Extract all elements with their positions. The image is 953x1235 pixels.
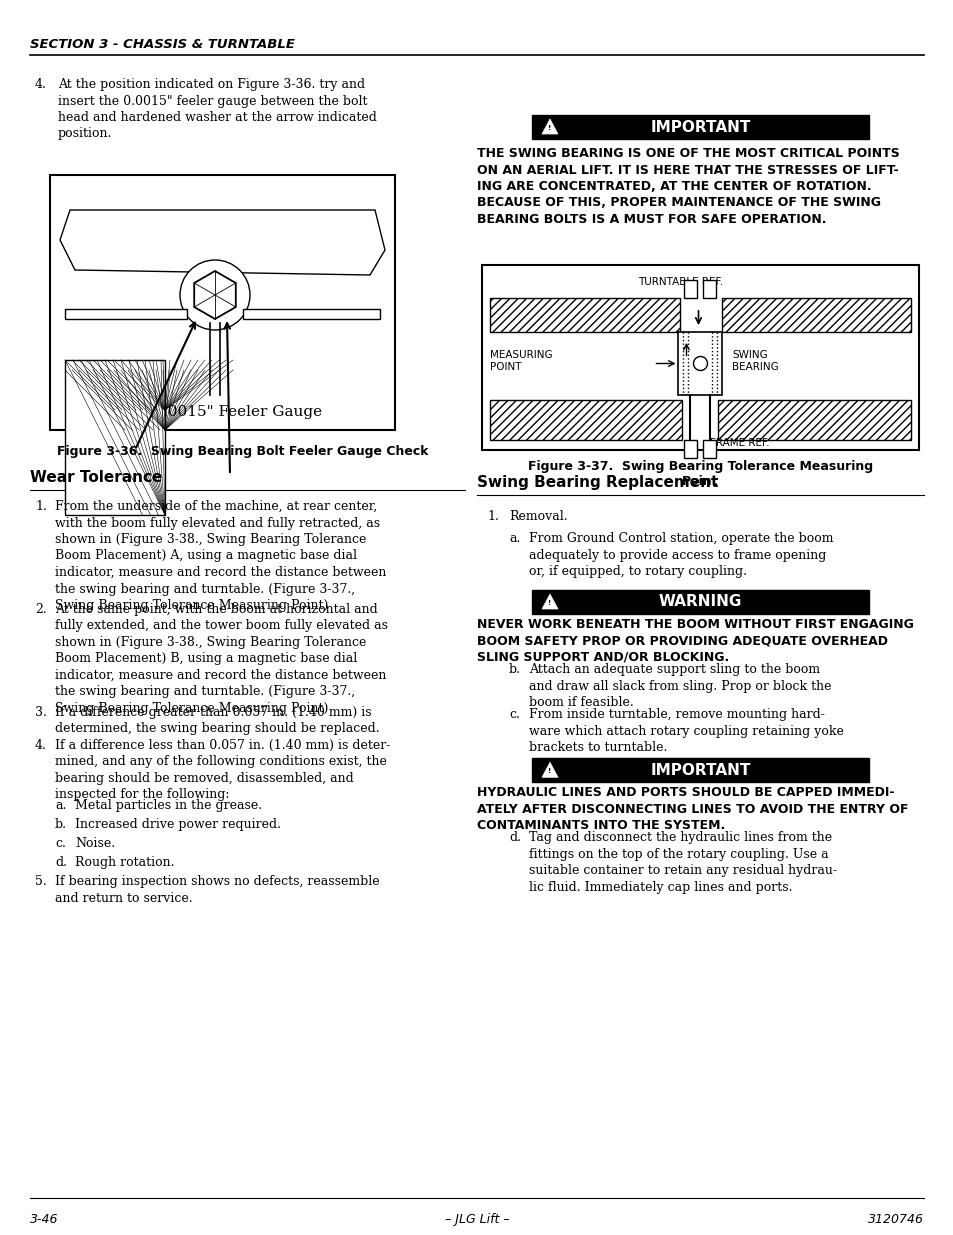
Polygon shape: [243, 309, 379, 319]
Polygon shape: [541, 762, 558, 777]
Text: Metal particles in the grease.: Metal particles in the grease.: [75, 799, 262, 813]
Circle shape: [693, 357, 707, 370]
Text: b.: b.: [509, 663, 520, 676]
Text: Increased drive power required.: Increased drive power required.: [75, 819, 281, 831]
Text: 3-46: 3-46: [30, 1213, 58, 1226]
Bar: [532, 115, 868, 140]
Bar: [481, 266, 918, 450]
Text: Rough rotation.: Rough rotation.: [75, 856, 174, 869]
Text: Noise.: Noise.: [75, 837, 115, 851]
Text: From the underside of the machine, at rear center,
with the boom fully elevated : From the underside of the machine, at re…: [55, 500, 386, 613]
Bar: [532, 758, 868, 782]
Bar: [702, 280, 716, 298]
Text: MEASURING
POINT: MEASURING POINT: [490, 350, 552, 372]
Text: From inside turntable, remove mounting hard-
ware which attach rotary coupling r: From inside turntable, remove mounting h…: [529, 708, 843, 755]
Text: Figure 3-36.  Swing Bearing Bolt Feeler Gauge Check: Figure 3-36. Swing Bearing Bolt Feeler G…: [56, 445, 428, 458]
Polygon shape: [721, 298, 910, 332]
Polygon shape: [718, 400, 910, 440]
Text: c.: c.: [55, 837, 66, 851]
Text: – JLG Lift –: – JLG Lift –: [444, 1213, 509, 1226]
Polygon shape: [65, 309, 187, 319]
Text: .0015" Feeler Gauge: .0015" Feeler Gauge: [163, 405, 322, 419]
Bar: [684, 440, 697, 458]
Text: SWING
BEARING: SWING BEARING: [732, 350, 779, 372]
Text: If a difference less than 0.057 in. (1.40 mm) is deter-
mined, and any of the fo: If a difference less than 0.057 in. (1.4…: [55, 739, 390, 802]
Text: 3120746: 3120746: [867, 1213, 923, 1226]
Text: a.: a.: [509, 532, 519, 545]
Text: At the position indicated on Figure 3-36. try and
insert the 0.0015" feeler gaug: At the position indicated on Figure 3-36…: [58, 78, 376, 141]
Text: HYDRAULIC LINES AND PORTS SHOULD BE CAPPED IMMEDI-
ATELY AFTER DISCONNECTING LIN: HYDRAULIC LINES AND PORTS SHOULD BE CAPP…: [476, 787, 907, 832]
Text: c.: c.: [509, 708, 519, 721]
Text: WARNING: WARNING: [659, 594, 741, 610]
Text: 3.: 3.: [35, 705, 47, 719]
Bar: [532, 590, 868, 614]
Text: THE SWING BEARING IS ONE OF THE MOST CRITICAL POINTS
ON AN AERIAL LIFT. IT IS HE: THE SWING BEARING IS ONE OF THE MOST CRI…: [476, 147, 899, 226]
Bar: [50, 175, 395, 430]
Polygon shape: [194, 270, 235, 319]
Text: SECTION 3 - CHASSIS & TURNTABLE: SECTION 3 - CHASSIS & TURNTABLE: [30, 38, 294, 51]
Text: Point: Point: [681, 475, 718, 488]
Text: 4.: 4.: [35, 739, 47, 752]
Text: d.: d.: [55, 856, 67, 869]
Text: At the same point, with the boom at horizontal and
fully extended, and the tower: At the same point, with the boom at hori…: [55, 603, 388, 715]
Text: 2.: 2.: [35, 603, 47, 616]
Text: Wear Tolerance: Wear Tolerance: [30, 471, 162, 485]
Text: !: !: [548, 125, 551, 131]
Text: TURNTABLE REF.: TURNTABLE REF.: [638, 277, 722, 287]
Text: If a difference greater than 0.057 in. (1.40 mm) is
determined, the swing bearin: If a difference greater than 0.057 in. (…: [55, 705, 379, 735]
Text: 4.: 4.: [35, 78, 47, 91]
Text: a.: a.: [55, 799, 67, 813]
Bar: [65, 359, 165, 515]
Text: IMPORTANT: IMPORTANT: [650, 120, 750, 135]
Text: Attach an adequate support sling to the boom
and draw all slack from sling. Prop: Attach an adequate support sling to the …: [529, 663, 831, 709]
Text: Removal.: Removal.: [509, 510, 567, 522]
Bar: [678, 332, 721, 395]
Polygon shape: [60, 210, 385, 275]
Polygon shape: [490, 400, 681, 440]
Text: d.: d.: [509, 831, 520, 845]
Text: !: !: [548, 600, 551, 606]
Text: NEVER WORK BENEATH THE BOOM WITHOUT FIRST ENGAGING
BOOM SAFETY PROP OR PROVIDING: NEVER WORK BENEATH THE BOOM WITHOUT FIRS…: [476, 618, 913, 664]
Text: 1.: 1.: [35, 500, 47, 513]
Text: FRAME REF.: FRAME REF.: [710, 438, 769, 448]
Bar: [702, 440, 716, 458]
Text: Figure 3-37.  Swing Bearing Tolerance Measuring: Figure 3-37. Swing Bearing Tolerance Mea…: [527, 459, 872, 473]
Text: Swing Bearing Replacement: Swing Bearing Replacement: [476, 475, 718, 490]
Polygon shape: [541, 119, 558, 135]
Text: Tag and disconnect the hydraulic lines from the
fittings on the top of the rotar: Tag and disconnect the hydraulic lines f…: [529, 831, 836, 894]
Text: From Ground Control station, operate the boom
adequately to provide access to fr: From Ground Control station, operate the…: [529, 532, 833, 578]
Text: 5.: 5.: [35, 876, 47, 888]
Text: 1.: 1.: [486, 510, 498, 522]
Text: b.: b.: [55, 819, 67, 831]
Text: !: !: [548, 768, 551, 774]
Text: If bearing inspection shows no defects, reassemble
and return to service.: If bearing inspection shows no defects, …: [55, 876, 379, 905]
Polygon shape: [490, 298, 679, 332]
Bar: [684, 280, 697, 298]
Text: IMPORTANT: IMPORTANT: [650, 763, 750, 778]
Polygon shape: [541, 594, 558, 609]
Circle shape: [180, 261, 250, 330]
